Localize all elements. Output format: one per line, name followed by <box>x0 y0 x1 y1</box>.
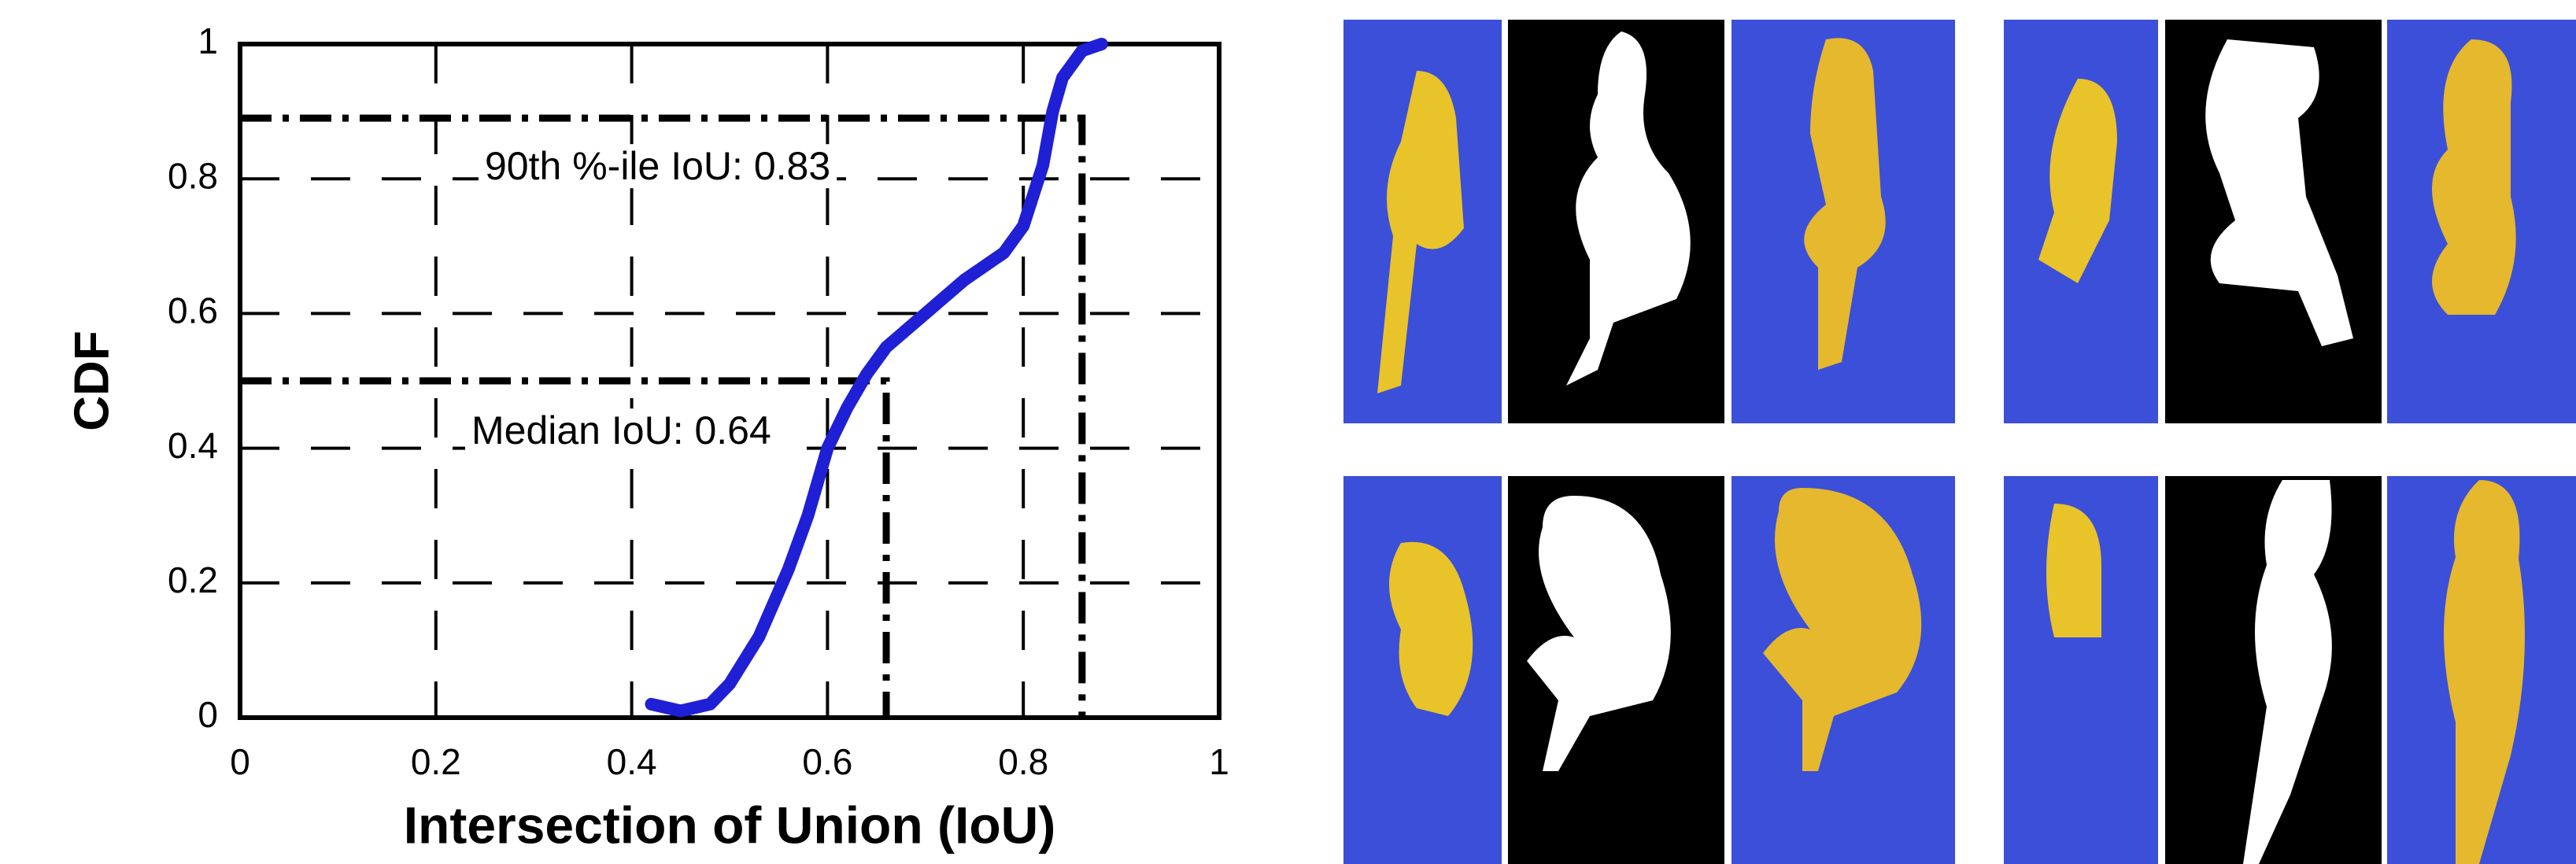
person-heat <box>2046 504 2101 637</box>
prediction-shape <box>1804 38 1886 370</box>
image-panel <box>1343 20 2576 864</box>
annotation: 90th %-ile IoU: 0.83 <box>485 144 830 188</box>
mask-shape <box>1566 31 1691 386</box>
x-tick-label: 0.8 <box>998 741 1048 782</box>
x-axis-title: Intersection of Union (IoU) <box>404 796 1056 854</box>
x-tick-label: 0 <box>230 741 250 782</box>
prediction-shape <box>1763 488 1922 771</box>
person-heat <box>1389 541 1473 716</box>
y-tick-label: 0.2 <box>168 559 218 600</box>
annotation: Median IoU: 0.64 <box>471 408 771 452</box>
x-tick-label: 1 <box>1209 741 1229 782</box>
x-tick-label: 0.2 <box>411 741 461 782</box>
person-heat <box>2038 79 2117 283</box>
y-tick-label: 0.4 <box>168 425 218 466</box>
mask-shape <box>2243 480 2332 864</box>
reference-line <box>240 114 1086 718</box>
y-tick-label: 0 <box>198 694 218 735</box>
cdf-line <box>645 38 1108 718</box>
mask-shape <box>1527 496 1671 771</box>
annotation-background <box>465 408 778 453</box>
prediction-shape <box>2432 39 2516 315</box>
mask-shape <box>2205 39 2353 346</box>
y-axis-title: CDF <box>65 330 119 430</box>
y-tick-label: 1 <box>198 20 218 61</box>
y-tick-label: 0.6 <box>168 290 218 331</box>
x-tick-label: 0.6 <box>802 741 852 782</box>
reference-line <box>240 377 890 718</box>
plot-frame <box>238 42 1221 720</box>
x-tick-label: 0.4 <box>607 741 657 782</box>
person-heat <box>1377 71 1464 393</box>
prediction-shape <box>2444 480 2525 864</box>
y-tick-label: 0.8 <box>168 155 218 196</box>
annotation-background <box>479 144 837 189</box>
